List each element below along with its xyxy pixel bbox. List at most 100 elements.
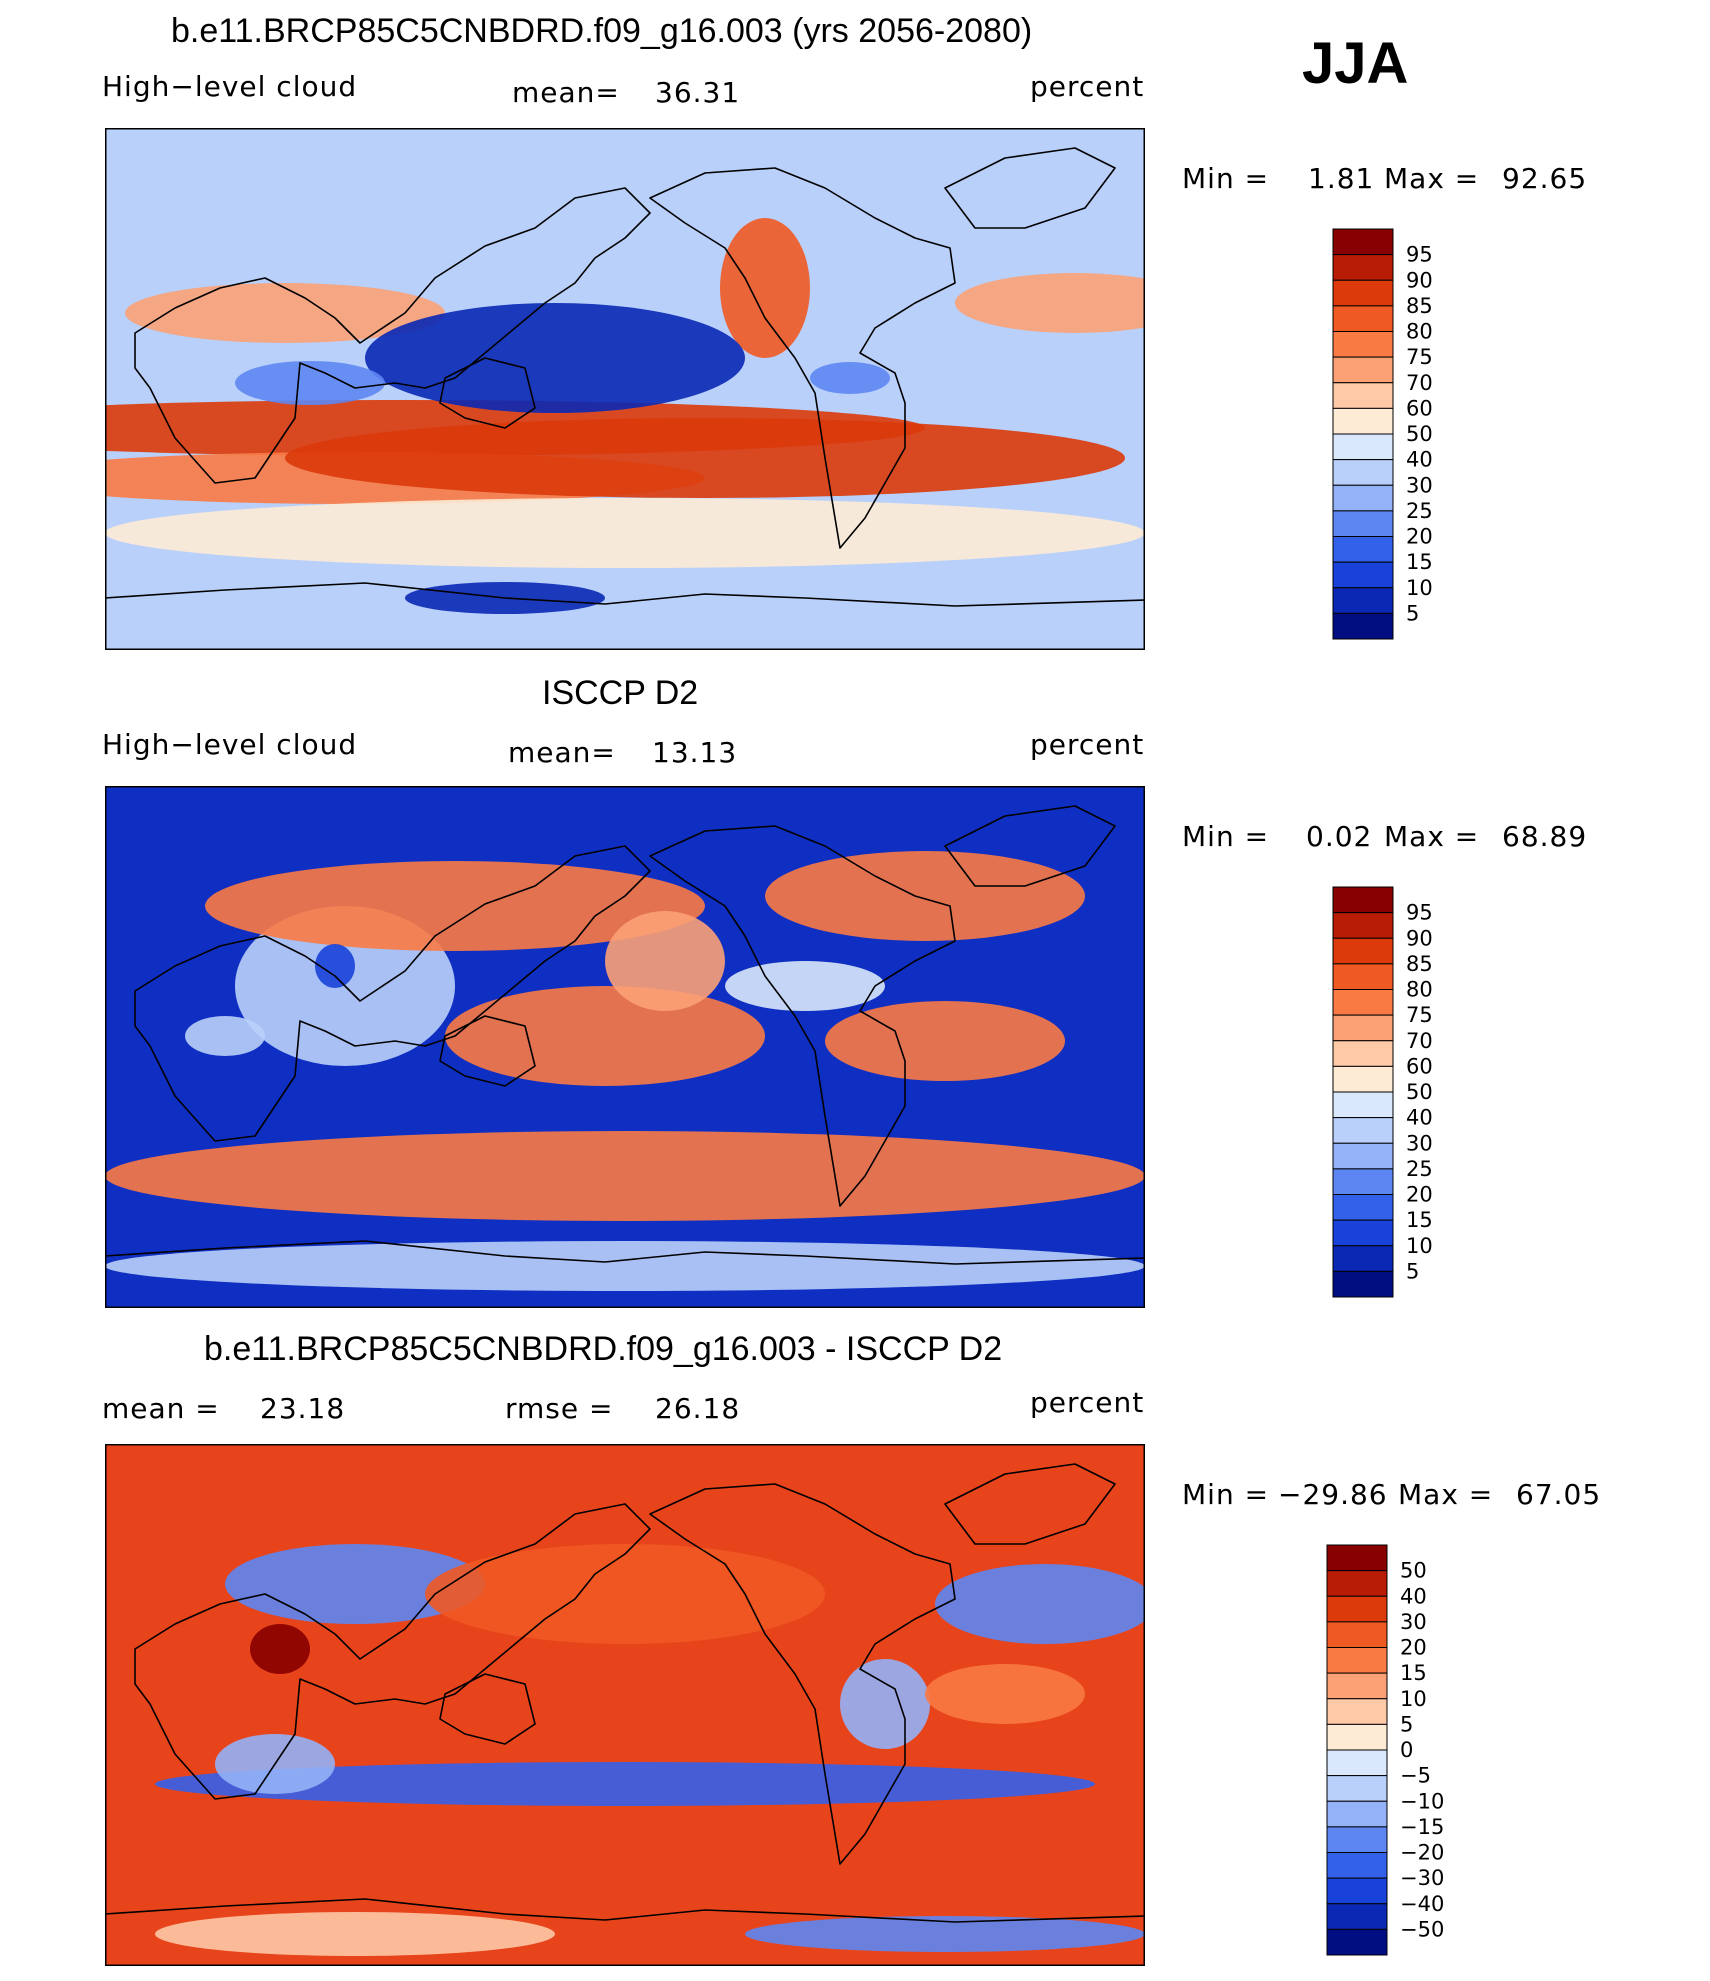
panel-2-max-label: Max = bbox=[1384, 820, 1480, 853]
colorbar-swatch bbox=[1332, 1194, 1394, 1221]
colorbar-swatch bbox=[1332, 1091, 1394, 1119]
coastline bbox=[649, 167, 956, 549]
colorbar-swatch bbox=[1332, 1142, 1394, 1170]
field-contour bbox=[765, 851, 1085, 941]
colorbar-swatch bbox=[1326, 1749, 1388, 1777]
field-contour bbox=[445, 986, 765, 1086]
panel-1-colorbar: 95 90 85 80 75 70 60 50 40 30 25 20 15 10 5 bbox=[1332, 228, 1492, 640]
colorbar-tick-label: 0 bbox=[1400, 1738, 1413, 1762]
colorbar-swatch bbox=[1332, 587, 1394, 614]
colorbar-tick-label: 25 bbox=[1406, 1157, 1433, 1181]
coastline bbox=[649, 1483, 956, 1865]
coastline bbox=[944, 147, 1116, 229]
panel-3-rmse-value: 26.18 bbox=[655, 1392, 741, 1425]
colorbar-swatch bbox=[1332, 963, 1394, 990]
colorbar-tick-label: 90 bbox=[1406, 926, 1433, 950]
colorbar-tick-label: 85 bbox=[1406, 294, 1433, 318]
colorbar-swatch bbox=[1332, 484, 1394, 512]
panel-1-max-value: 92.65 bbox=[1502, 162, 1588, 195]
colorbar-tick-label: 40 bbox=[1400, 1584, 1427, 1608]
field-contour bbox=[155, 1762, 1095, 1806]
coastline bbox=[134, 187, 651, 484]
panel-3-units: percent bbox=[1030, 1386, 1145, 1419]
colorbar-tick-label: 15 bbox=[1400, 1661, 1427, 1685]
colorbar-tick-label: 70 bbox=[1406, 1029, 1433, 1053]
field-contour bbox=[925, 1664, 1085, 1724]
colorbar-tick-label: 15 bbox=[1406, 550, 1433, 574]
coastline bbox=[105, 1898, 1145, 1966]
colorbar-swatch bbox=[1332, 228, 1394, 256]
colorbar-tick-label: 50 bbox=[1400, 1559, 1427, 1583]
coastline bbox=[649, 825, 956, 1207]
colorbar-swatch bbox=[1332, 1014, 1394, 1042]
colorbar-swatch bbox=[1326, 1647, 1388, 1674]
colorbar-swatch bbox=[1326, 1570, 1388, 1597]
colorbar-swatch bbox=[1332, 407, 1394, 435]
colorbar-swatch bbox=[1326, 1723, 1388, 1751]
colorbar-swatch bbox=[1326, 1544, 1388, 1572]
panel-3-map bbox=[105, 1444, 1145, 1966]
field-contour bbox=[105, 1131, 1145, 1221]
panel-1-min-value: 1.81 bbox=[1308, 162, 1375, 195]
season-label: JJA bbox=[1302, 31, 1409, 96]
panel-3-max-label: Max = bbox=[1398, 1478, 1494, 1511]
colorbar-swatch bbox=[1332, 1065, 1394, 1093]
colorbar-swatch bbox=[1332, 510, 1394, 537]
field-contour bbox=[105, 1241, 1145, 1291]
colorbar-swatch bbox=[1326, 1672, 1388, 1700]
colorbar-swatch bbox=[1332, 937, 1394, 965]
panel-2-colorbar: 95 90 85 80 75 70 60 50 40 30 25 20 15 10 5 bbox=[1332, 886, 1492, 1298]
colorbar-tick-label: 40 bbox=[1406, 448, 1433, 472]
coastline bbox=[439, 357, 536, 429]
colorbar-swatch bbox=[1326, 1595, 1388, 1623]
field-contour bbox=[720, 218, 810, 358]
colorbar-tick-label: 85 bbox=[1406, 952, 1433, 976]
field-contour bbox=[285, 418, 1125, 498]
colorbar-tick-label: 5 bbox=[1406, 601, 1419, 625]
coastline bbox=[134, 845, 651, 1142]
panel-3-title: b.e11.BRCP85C5CNBDRD.f09_g16.003 - ISCCP… bbox=[204, 1330, 1003, 1368]
colorbar-swatch bbox=[1332, 382, 1394, 409]
panel-3-min-value: −29.86 bbox=[1278, 1478, 1388, 1511]
field-contour bbox=[225, 1544, 485, 1624]
panel-3-colorbar: 50 40 30 20 15 10 5 0 −5 −10 −15 −20 −30 −40 −50 bbox=[1326, 1544, 1486, 1956]
colorbar-tick-label: 10 bbox=[1406, 576, 1433, 600]
colorbar-swatch bbox=[1332, 356, 1394, 384]
field-contour bbox=[810, 362, 890, 394]
colorbar-swatch bbox=[1332, 1168, 1394, 1195]
colorbar-swatch bbox=[1332, 886, 1394, 914]
colorbar-tick-label: 60 bbox=[1406, 1054, 1433, 1078]
colorbar-swatch bbox=[1332, 279, 1394, 307]
colorbar-swatch bbox=[1332, 1245, 1394, 1272]
panel-3-rmse-label: rmse = bbox=[505, 1392, 614, 1425]
colorbar-swatch bbox=[1332, 561, 1394, 589]
colorbar-tick-label: 80 bbox=[1406, 978, 1433, 1002]
colorbar-tick-label: 20 bbox=[1400, 1636, 1427, 1660]
field-contour bbox=[250, 1624, 310, 1674]
colorbar-swatch bbox=[1326, 1826, 1388, 1853]
panel-1-mean-label: mean= bbox=[512, 76, 620, 109]
panel-2-max-value: 68.89 bbox=[1502, 820, 1588, 853]
panel-2-map bbox=[105, 786, 1145, 1308]
colorbar-swatch bbox=[1332, 331, 1394, 358]
colorbar-swatch bbox=[1332, 1219, 1394, 1247]
colorbar-tick-label: 15 bbox=[1406, 1208, 1433, 1232]
field-contour bbox=[725, 961, 885, 1011]
colorbar-tick-label: 25 bbox=[1406, 499, 1433, 523]
colorbar-tick-label: 10 bbox=[1406, 1234, 1433, 1258]
colorbar-swatch bbox=[1332, 459, 1394, 486]
colorbar-tick-label: 5 bbox=[1406, 1259, 1419, 1283]
coastline bbox=[439, 1673, 536, 1745]
coastline bbox=[134, 1503, 651, 1800]
colorbar-tick-label: 20 bbox=[1406, 525, 1433, 549]
panel-3-mean-value: 23.18 bbox=[260, 1392, 346, 1425]
colorbar-tick-label: 75 bbox=[1406, 345, 1433, 369]
colorbar-tick-label: 40 bbox=[1406, 1106, 1433, 1130]
colorbar-tick-label: 30 bbox=[1406, 1131, 1433, 1155]
panel-2-min-label: Min = bbox=[1182, 820, 1270, 853]
panel-2-mean-label: mean= bbox=[508, 736, 616, 769]
field-contour bbox=[315, 944, 355, 988]
colorbar-tick-label: 30 bbox=[1400, 1610, 1427, 1634]
field-contour bbox=[235, 361, 385, 405]
colorbar-swatch bbox=[1326, 1928, 1388, 1956]
